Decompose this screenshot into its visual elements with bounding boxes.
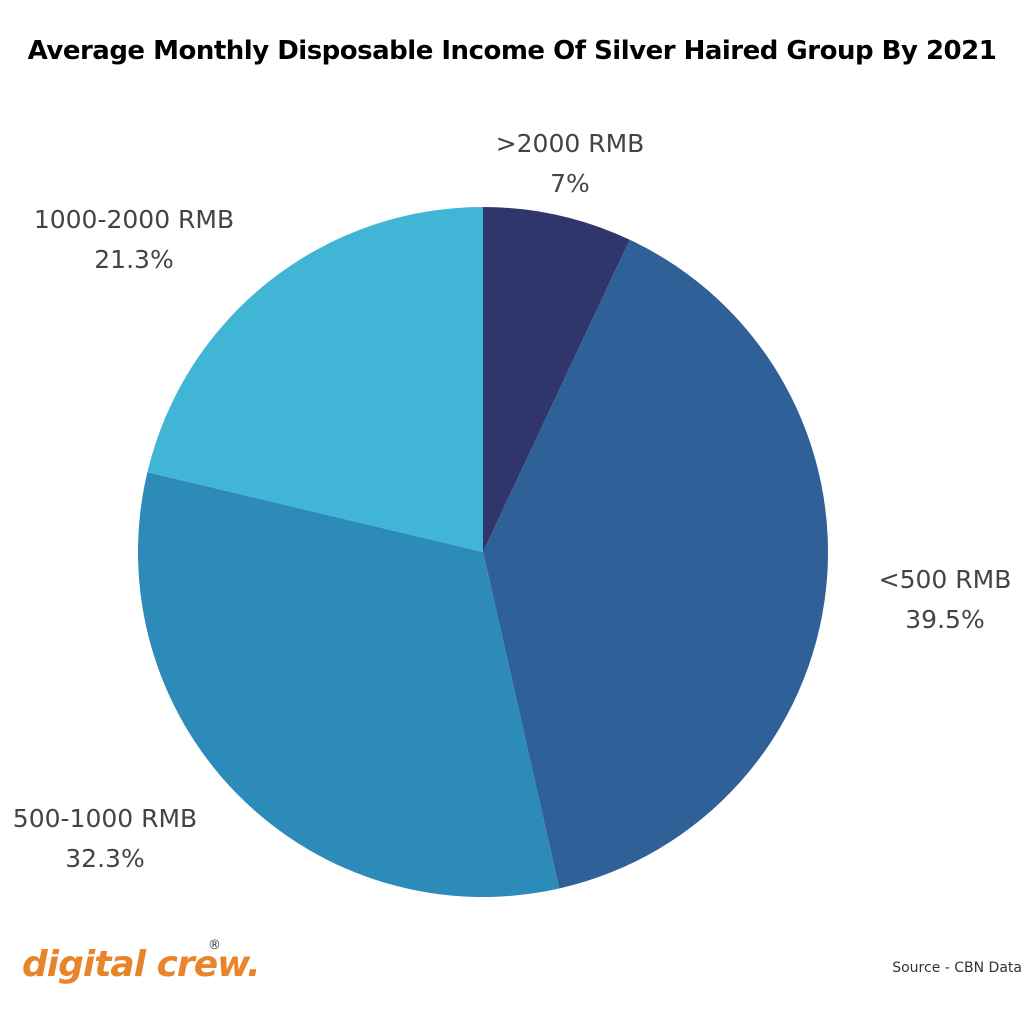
pie-slice-2000-rmb	[483, 207, 630, 552]
logo-text: digital crew.	[22, 944, 261, 985]
pie-slices	[138, 207, 829, 897]
slice-label-percent: 7%	[550, 169, 590, 198]
chart-title: Average Monthly Disposable Income Of Sil…	[27, 36, 997, 66]
slice-label-category: 500-1000 RMB	[13, 804, 197, 833]
slice-label-percent: 21.3%	[94, 245, 173, 274]
pie-slice-500-1000-rmb	[138, 472, 560, 897]
registered-mark-icon: ®	[208, 938, 221, 953]
pie-slice-1000-2000-rmb	[147, 207, 483, 552]
pie-labels: >2000 RMB 7% <500 RMB 39.5% 500-1000 RMB 32.3…	[13, 129, 1012, 873]
slice-label-percent: 39.5%	[905, 605, 984, 634]
pie-slice-500-rmb	[483, 239, 829, 889]
slice-label-category: <500 RMB	[879, 565, 1012, 594]
slice-label-percent: 32.3%	[65, 844, 144, 873]
brand-logo: digital crew. ®	[22, 938, 261, 1002]
slice-label-category: >2000 RMB	[496, 129, 645, 158]
slice-label-category: 1000-2000 RMB	[34, 205, 234, 234]
source-note: Source - CBN Data	[892, 960, 1022, 976]
